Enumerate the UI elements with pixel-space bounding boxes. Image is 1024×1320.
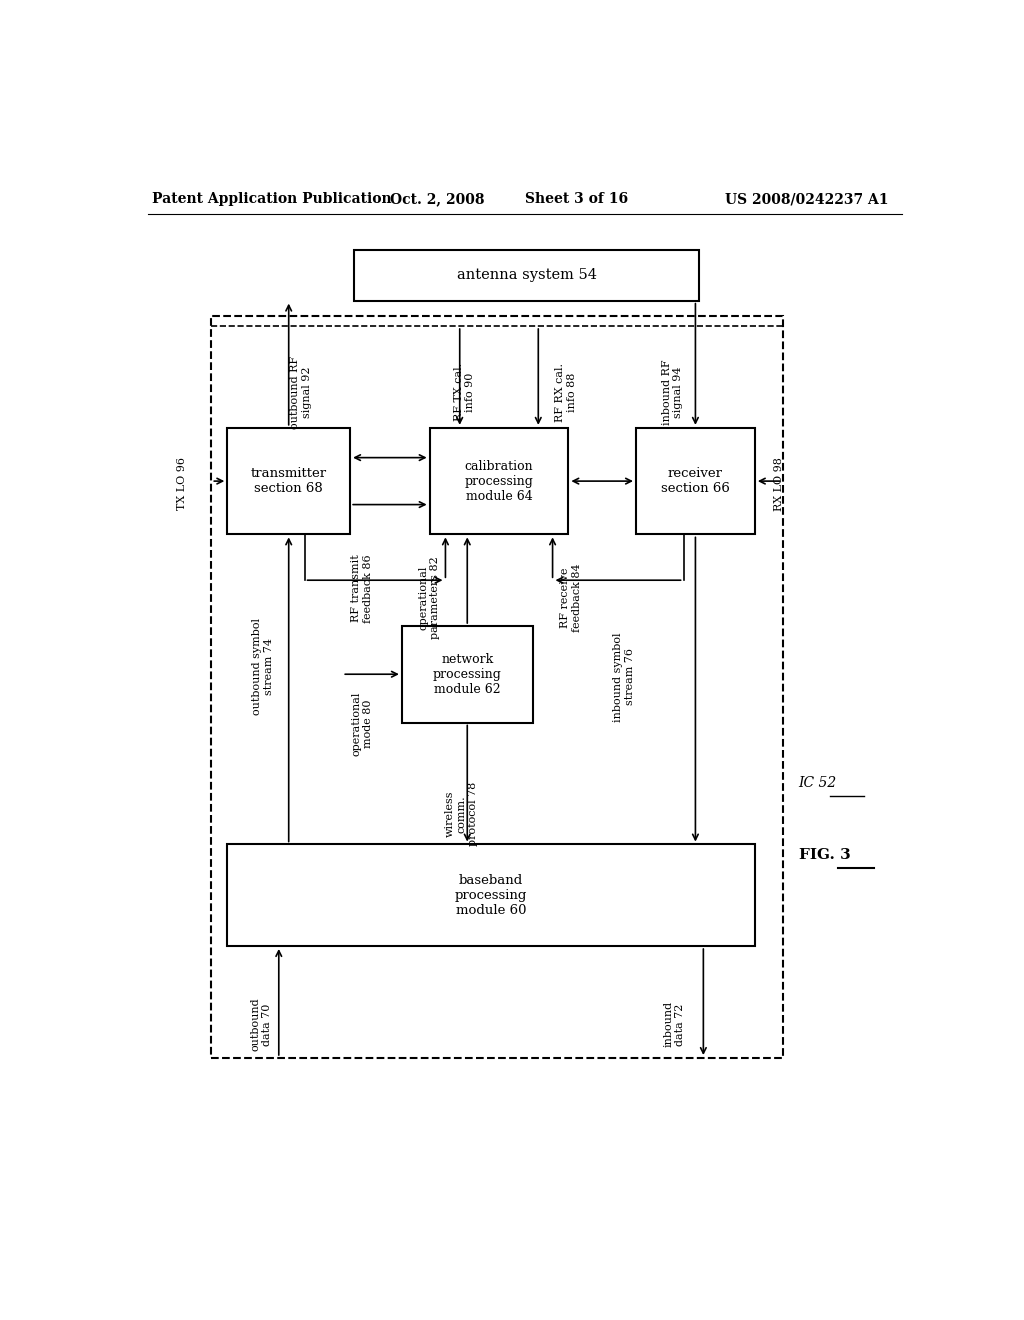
Text: baseband
processing
module 60: baseband processing module 60: [455, 874, 527, 917]
Text: network
processing
module 62: network processing module 62: [433, 652, 502, 696]
Text: calibration
processing
module 64: calibration processing module 64: [465, 459, 534, 503]
Text: wireless
comm.
protocol 78: wireless comm. protocol 78: [444, 781, 478, 846]
Bar: [354, 249, 699, 301]
Text: operational
parameters 82: operational parameters 82: [419, 556, 440, 639]
Text: inbound RF
signal 94: inbound RF signal 94: [662, 359, 683, 425]
Bar: [636, 428, 755, 535]
Text: IC 52: IC 52: [799, 776, 837, 791]
Text: outbound symbol
stream 74: outbound symbol stream 74: [252, 618, 273, 715]
Text: receiver
section 66: receiver section 66: [660, 467, 730, 495]
Bar: [401, 626, 532, 722]
Text: transmitter
section 68: transmitter section 68: [251, 467, 327, 495]
Text: RF RX cal.
info 88: RF RX cal. info 88: [555, 363, 577, 421]
Text: inbound
data 72: inbound data 72: [664, 1002, 685, 1048]
Text: inbound symbol
stream 76: inbound symbol stream 76: [613, 632, 635, 722]
Bar: [227, 845, 755, 946]
Text: RF receive
feedback 84: RF receive feedback 84: [560, 564, 582, 632]
Text: TX LO 96: TX LO 96: [177, 457, 187, 510]
Text: FIG. 3: FIG. 3: [799, 847, 850, 862]
Text: operational
mode 80: operational mode 80: [351, 692, 373, 756]
Bar: [430, 428, 568, 535]
Text: US 2008/0242237 A1: US 2008/0242237 A1: [725, 191, 888, 206]
Text: Sheet 3 of 16: Sheet 3 of 16: [525, 191, 628, 206]
Text: RF TX cal.
info 90: RF TX cal. info 90: [454, 363, 475, 421]
Text: RX LO 98: RX LO 98: [774, 457, 783, 511]
Text: antenna system 54: antenna system 54: [457, 268, 597, 282]
Bar: [227, 428, 350, 535]
Text: Oct. 2, 2008: Oct. 2, 2008: [390, 191, 484, 206]
Text: outbound RF
signal 92: outbound RF signal 92: [290, 355, 311, 429]
Text: RF transmit
feedback 86: RF transmit feedback 86: [351, 554, 373, 623]
Text: outbound
data 70: outbound data 70: [251, 998, 272, 1051]
Bar: [211, 315, 782, 1057]
Text: Patent Application Publication: Patent Application Publication: [152, 191, 391, 206]
